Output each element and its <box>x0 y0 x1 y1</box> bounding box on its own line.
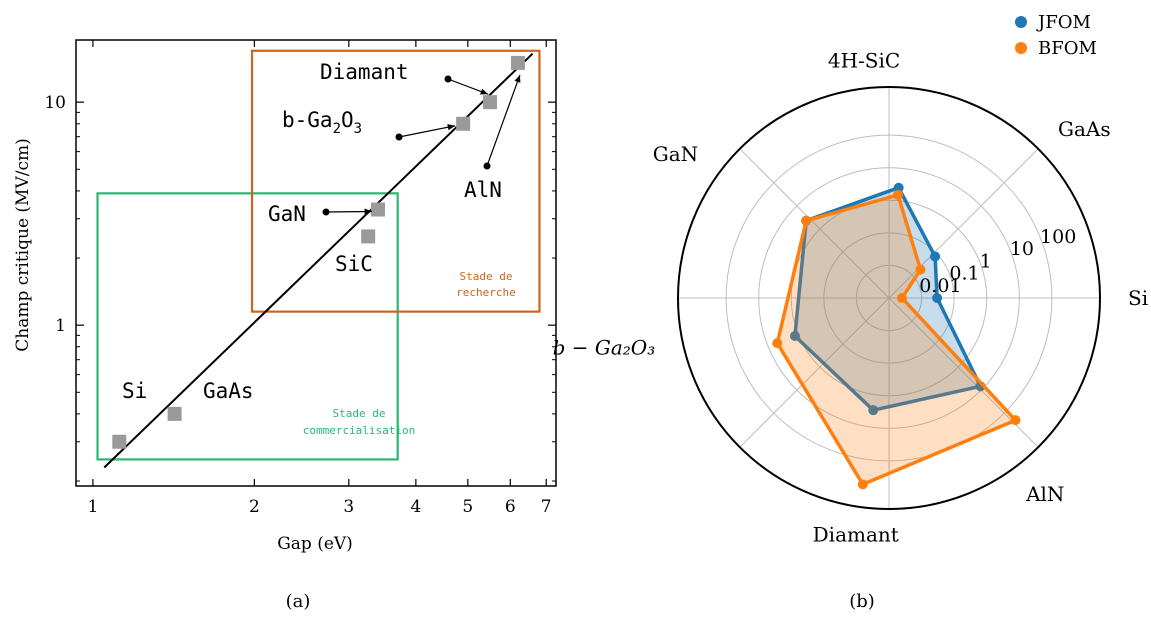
region-label-recherche-2: recherche <box>456 286 516 299</box>
caption-a: (a) <box>286 591 311 612</box>
radial-tick-label: 100 <box>1040 226 1076 248</box>
marker-jfom-5 <box>868 405 879 416</box>
arrow-diamant-head <box>480 88 489 95</box>
annotation-arrows <box>322 74 521 216</box>
x-tick-label: 4 <box>410 497 421 517</box>
axis-label-4: b − Ga₂O₃ <box>553 336 656 360</box>
legend-marker-bfom <box>1015 42 1027 54</box>
y-axis-label: Champ critique (MV/cm) <box>13 138 33 351</box>
x-tick-label: 2 <box>249 497 260 517</box>
point-sic <box>361 229 376 244</box>
axis-label-5: Diamant <box>813 523 899 547</box>
legend-label-bfom: BFOM <box>1038 38 1097 59</box>
arrow-ga2o3-line <box>398 125 456 138</box>
panel-a-scatter: 1 2 3 4 5 6 7 1 10 Si GaAs SiC GaN Diamant AlN b… <box>13 39 557 612</box>
label-si: Si <box>122 379 147 403</box>
panel-b-radar: 0.010.11 10 100 Si GaAs 4H-SiC GaN b − Ga₂O₃ Di… <box>553 12 1148 612</box>
point-gaas <box>167 406 182 421</box>
point-diamant <box>483 95 498 110</box>
data-points <box>112 55 525 449</box>
label-gaas: GaAs <box>203 379 254 403</box>
point-aln <box>510 55 525 70</box>
marker-bfom-0 <box>896 293 907 303</box>
angular-gridline <box>739 297 890 448</box>
arrow-aln-line <box>486 74 521 167</box>
region-label-commercialisation-2: commercialisation <box>303 424 416 437</box>
x-tick-label: 3 <box>343 497 354 517</box>
angular-gridline <box>888 148 1039 299</box>
arrow-aln-head <box>514 74 521 83</box>
legend-marker-jfom <box>1015 16 1027 28</box>
radial-tick-label: 10 <box>1010 238 1034 260</box>
radar-grid <box>677 86 1101 510</box>
arrow-gan-head <box>364 208 372 215</box>
marker-bfom-5 <box>857 479 868 490</box>
marker-bfom-2 <box>893 189 904 200</box>
axis-labels: Si GaAs 4H-SiC GaN b − Ga₂O₃ Diamant AlN <box>553 48 1148 546</box>
region-commercialisation <box>96 192 399 461</box>
axis-label-3: GaN <box>653 142 698 166</box>
plot-frame <box>75 39 557 487</box>
label-ga2o3: b-Ga2O3 <box>282 108 362 137</box>
radial-tick-label: 1 <box>980 250 992 272</box>
point-gan <box>370 202 385 217</box>
legend-label-jfom: JFOM <box>1036 12 1091 33</box>
x-tick-label: 6 <box>505 497 516 517</box>
x-axis-label: Gap (eV) <box>277 534 353 554</box>
marker-jfom-4 <box>789 331 800 342</box>
marker-jfom-1 <box>930 251 941 262</box>
label-sic: SiC <box>335 252 373 276</box>
series-jfom <box>793 185 983 412</box>
regions <box>96 49 541 461</box>
angular-gridline <box>739 148 890 299</box>
region-label-commercialisation-1: Stade de <box>333 407 386 420</box>
axis-label-1: GaAs <box>1058 117 1111 141</box>
radial-tick-label: 0.1 <box>949 263 979 285</box>
region-recherche <box>250 49 541 313</box>
x-tick-label: 5 <box>462 497 473 517</box>
marker-bfom-3 <box>801 215 812 226</box>
x-tick-label: 1 <box>87 497 98 517</box>
axis-label-0: Si <box>1128 286 1148 310</box>
axis-label-6: AlN <box>1025 482 1064 506</box>
radar-series <box>772 182 1021 490</box>
caption-b: (b) <box>849 591 875 612</box>
marker-bfom-4 <box>772 338 783 349</box>
radial-tick-labels: 0.010.11 10 100 <box>919 226 1076 297</box>
marker-bfom-1 <box>915 264 926 275</box>
radial-tick-label: 0.01 <box>919 275 961 297</box>
region-label-recherche-1: Stade de <box>460 270 513 283</box>
radar-outer-circle <box>677 86 1101 510</box>
label-diamant: Diamant <box>320 60 409 84</box>
point-bga2o3 <box>456 116 471 131</box>
series-bfom <box>775 193 1018 487</box>
marker-jfom-0 <box>932 293 943 303</box>
label-aln: AlN <box>464 178 502 202</box>
axis-label-2: 4H-SiC <box>828 48 900 72</box>
arrow-ga2o3-head <box>447 124 456 131</box>
axis-ticks: 1 2 3 4 5 6 7 1 10 <box>44 40 556 517</box>
marker-jfom-2 <box>893 182 904 193</box>
y-tick-label: 1 <box>55 316 66 336</box>
label-gan: GaN <box>268 202 306 226</box>
marker-bfom-6 <box>1010 415 1021 426</box>
x-tick-label: 7 <box>541 497 552 517</box>
legend: JFOM BFOM <box>1015 12 1097 59</box>
point-si <box>112 434 127 449</box>
y-tick-label: 10 <box>44 93 66 113</box>
